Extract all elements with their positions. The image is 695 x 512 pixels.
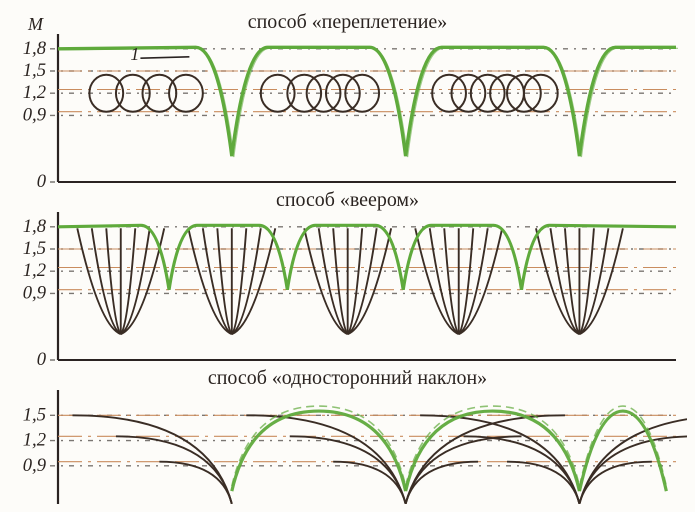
ytick-label: 0 (37, 349, 47, 370)
figure-svg: способ «переплетение»00,91,21,51,81Мспос… (8, 8, 687, 504)
ytick-label: 0 (37, 171, 47, 192)
ytick-label: 1,2 (23, 430, 46, 451)
ytick-label: 1,8 (23, 38, 47, 59)
indicator-1: 1 (130, 44, 139, 64)
ytick-label: 0,9 (23, 104, 46, 125)
panel-title-2: способ «односторонний наклон» (208, 367, 487, 389)
ytick-label: 1,5 (23, 238, 46, 259)
ytick-label: 1,2 (23, 260, 46, 281)
ytick-label: 1,8 (23, 216, 47, 237)
ytick-label: 1,2 (23, 82, 46, 103)
panel-title-1: способ «веером» (276, 189, 419, 211)
panel-title-0: способ «переплетение» (248, 11, 447, 33)
ytick-label: 1,5 (23, 404, 46, 425)
ytick-label: 1,5 (23, 60, 46, 81)
ytick-label: 0,9 (23, 455, 46, 476)
axis-unit-m: М (27, 14, 44, 34)
ytick-label: 0,9 (23, 282, 46, 303)
